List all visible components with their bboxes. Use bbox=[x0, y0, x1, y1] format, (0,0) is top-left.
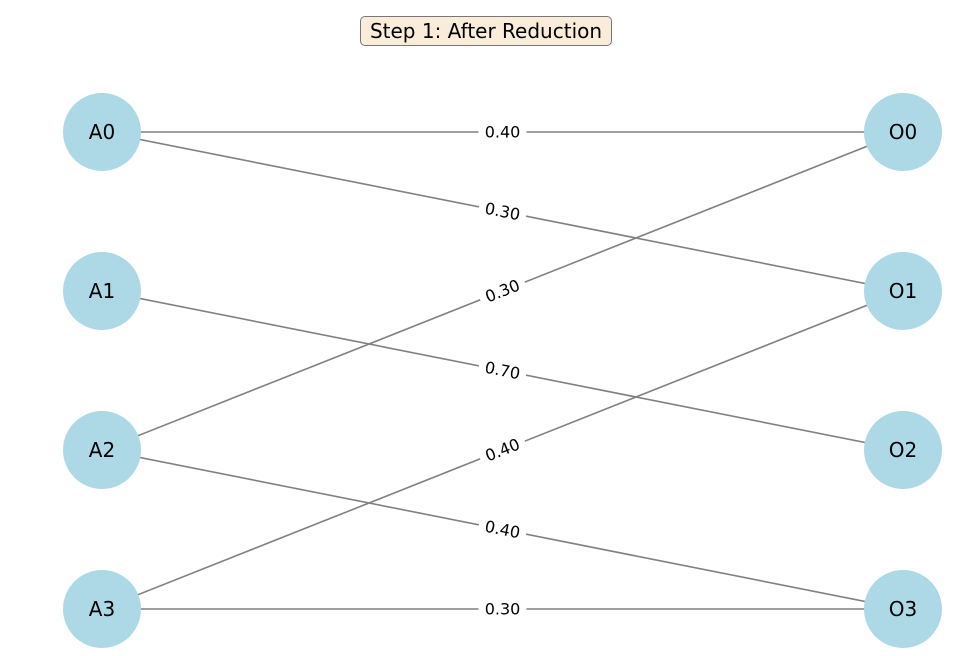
node-label-o3: O3 bbox=[889, 597, 917, 621]
node-label-a1: A1 bbox=[89, 279, 115, 303]
node-o1 bbox=[864, 252, 942, 330]
edge-label-background bbox=[476, 355, 529, 386]
node-label-o2: O2 bbox=[889, 438, 917, 462]
edge-weight-label: 0.40 bbox=[485, 123, 521, 142]
edge-weight-label: 0.30 bbox=[485, 600, 521, 619]
node-a0 bbox=[63, 93, 141, 171]
node-a1 bbox=[63, 252, 141, 330]
node-o2 bbox=[864, 411, 942, 489]
edge-label-group: 0.40 bbox=[476, 430, 529, 470]
edge-label-group: 0.30 bbox=[478, 598, 527, 620]
edge-label-group: 0.30 bbox=[476, 196, 529, 227]
edge-label-background bbox=[476, 196, 529, 227]
node-label-a3: A3 bbox=[89, 597, 115, 621]
edge-weight-label: 0.30 bbox=[483, 199, 522, 225]
edge-label-background bbox=[476, 430, 529, 470]
node-a2 bbox=[63, 411, 141, 489]
edge-weight-label: 0.40 bbox=[483, 517, 522, 543]
edge-label-background bbox=[476, 271, 529, 311]
node-label-a2: A2 bbox=[89, 438, 115, 462]
node-o3 bbox=[864, 570, 942, 648]
edge-label-background bbox=[478, 121, 527, 143]
node-label-o1: O1 bbox=[889, 279, 917, 303]
diagram-title: Step 1: After Reduction bbox=[360, 16, 612, 46]
nodes-layer: A0 A1 A2 A3 O0 O1 O2 O3 bbox=[63, 93, 942, 648]
edge-label-background bbox=[476, 514, 529, 545]
edge-label-group: 0.40 bbox=[478, 121, 527, 143]
edge-labels-layer: 0.40 0.30 0.30 0.70 0.40 0.40 0.30 bbox=[476, 121, 529, 620]
edge-label-group: 0.30 bbox=[476, 271, 529, 311]
edge-label-group: 0.40 bbox=[476, 514, 529, 545]
node-a3 bbox=[63, 570, 141, 648]
edge-weight-label: 0.70 bbox=[483, 358, 522, 384]
node-label-o0: O0 bbox=[889, 120, 917, 144]
edge-label-background bbox=[478, 598, 527, 620]
edge-label-group: 0.70 bbox=[476, 355, 529, 386]
node-label-a0: A0 bbox=[89, 120, 115, 144]
node-o0 bbox=[864, 93, 942, 171]
